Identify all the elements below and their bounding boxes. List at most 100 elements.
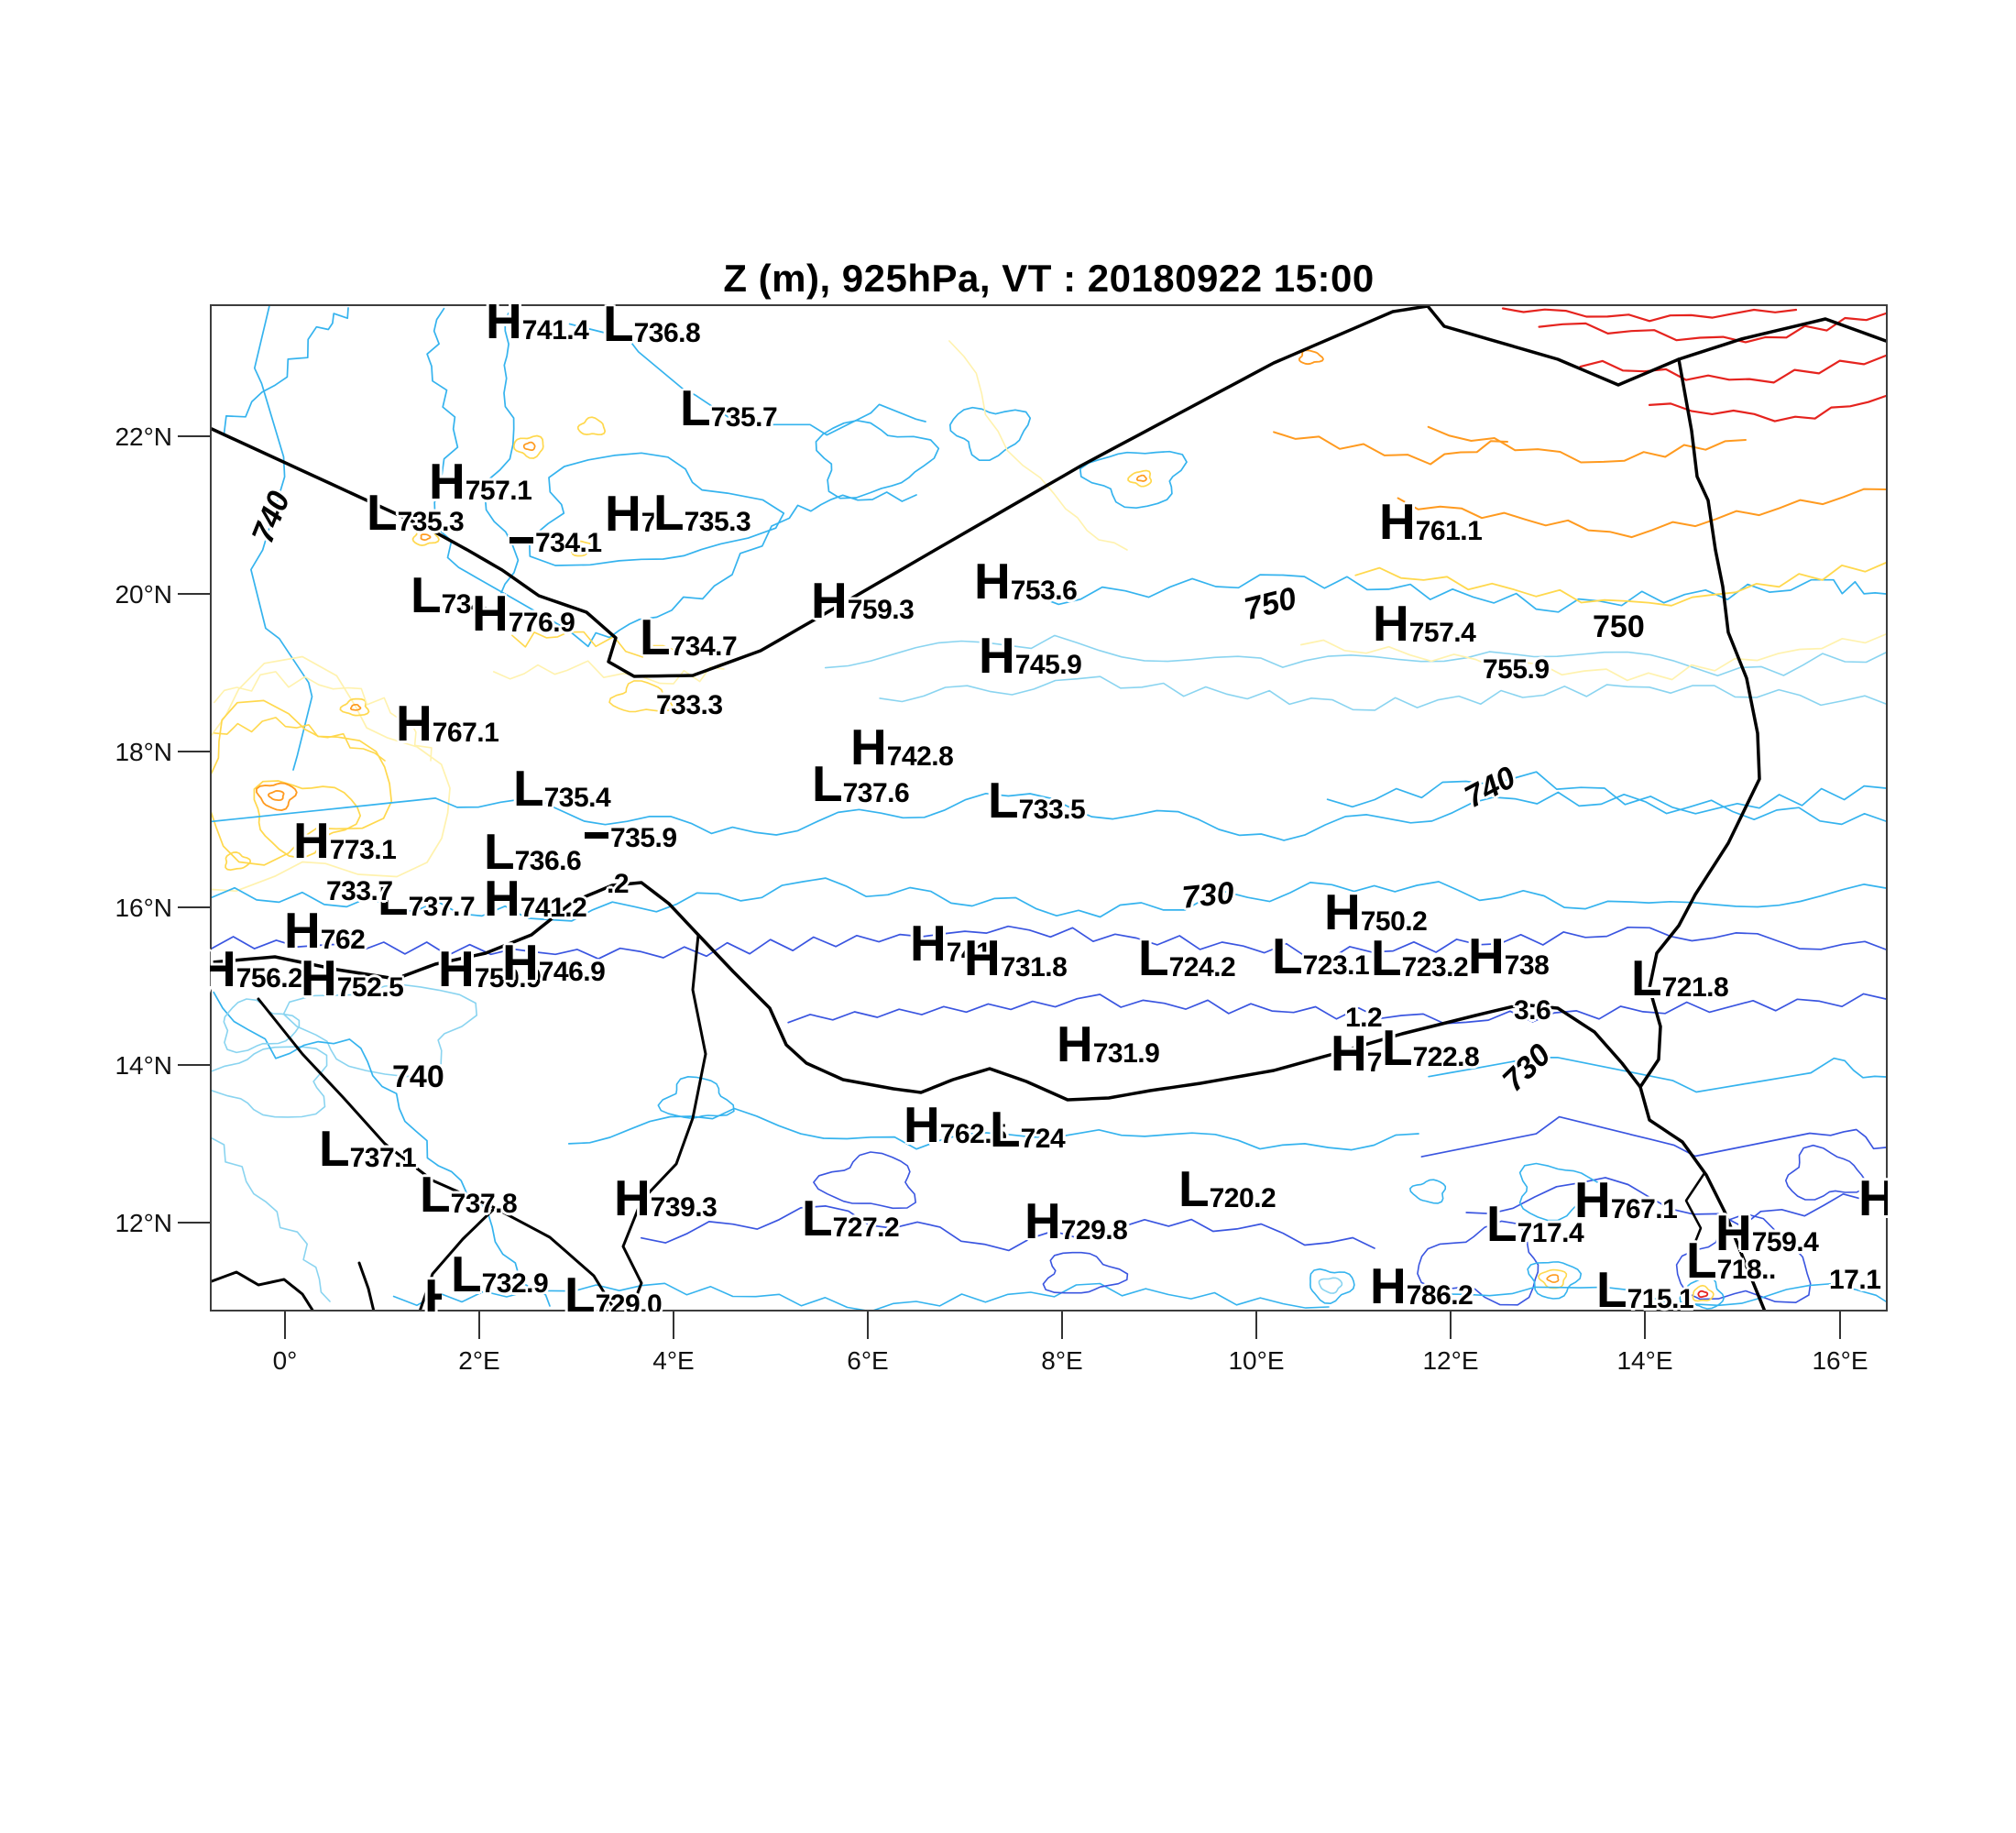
contour-line [567,540,594,557]
marker-value: 724 [1020,1124,1066,1154]
high-pressure-marker: H 738 [1468,931,1550,982]
contour-line [815,419,940,499]
high-pressure-marker: H 731.9 [1057,1019,1160,1070]
contour-line [282,983,477,1078]
country-border-line [210,304,1430,678]
low-pressure-marker: L 736.6 [484,827,582,877]
contour-line [256,782,298,811]
low-pressure-marker: L 736.8 [603,304,701,349]
partial-marker: 735.9 [585,805,677,852]
marker-label-layer: H 741.4 L 736.8 L 735.7 H 757.1 L 735.3 H 7 L 735.3 L 7… [210,304,1888,1312]
high-marker-letter: H [1324,884,1361,940]
marker-value: 722.8 [1412,1042,1480,1072]
low-pressure-marker: L 724 [990,1104,1066,1155]
high-pressure-marker: H 759.3 [811,576,915,626]
marker-value: 737.7 [408,892,476,922]
contour-line [787,993,1887,1025]
high-pressure-marker: H 739.3 [614,1173,718,1224]
marker-value: 735.7 [710,402,778,433]
contour-line [1079,450,1188,510]
lon-tick-label: 8°E [1041,1346,1083,1375]
marker-value: 718.. [1716,1255,1777,1285]
contour-line [253,780,362,860]
country-border-line [1684,1171,1706,1257]
low-pressure-marker: L 734.7 [640,612,738,663]
contour-value-label: 740 [392,1059,444,1094]
low-marker-letter: L [640,609,671,665]
obscured-marker-bar [585,832,608,839]
low-pressure-marker: L 735.3 [653,488,751,538]
contour-line [1697,1290,1709,1299]
marker-value: 738 [1504,950,1550,981]
low-pressure-marker: L 737.7 [378,873,476,923]
high-pressure-marker: H 729.8 [1024,1196,1128,1246]
partial-marker: 3.6 [1514,977,1551,1025]
low-pressure-marker: L 727.2 [802,1193,900,1244]
contour-line [213,991,551,1307]
high-marker-letter: H [964,929,1001,986]
contour-line [1409,1179,1447,1204]
low-pressure-marker: L 724.2 [1138,933,1236,983]
contour-line [528,452,785,566]
high-marker-letter: H [1715,1204,1752,1261]
low-marker-letter: L [564,1267,596,1312]
low-marker-letter: L [653,484,685,541]
marker-value: 757.1 [465,476,532,506]
high-marker-letter: H [424,1268,461,1312]
country-border-line [1426,304,1888,387]
contour-line [210,1136,331,1302]
marker-value: 745.9 [1014,650,1082,680]
marker-value: 720.2 [1209,1183,1276,1213]
high-pressure-marker: H 776.9 [472,588,575,639]
lat-tick-label: 22°N [115,423,172,451]
marker-value: 729.0 [595,1290,663,1312]
low-marker-letter: L [420,1166,451,1223]
high-pressure-marker: H 731.8 [964,933,1068,983]
marker-value: 723.1 [1302,950,1370,981]
contour-line [824,634,1887,677]
partial-marker: 733.3 [656,672,723,719]
high-marker-letter: H [1373,595,1409,652]
low-marker-letter: L [603,304,634,352]
contour-line [1127,469,1153,488]
contour-line [1546,1274,1560,1283]
contour-line [1527,1261,1583,1300]
contour-line [420,533,432,541]
low-pressure-marker: L 737.6 [812,759,910,809]
high-marker-letter: H [293,812,330,869]
low-marker-letter: L [1178,1160,1210,1217]
high-marker-letter: H [1057,1015,1093,1072]
low-marker-letter: L [411,566,442,623]
marker-value: 715.1 [1627,1284,1694,1312]
marker-value: 759.3 [847,595,915,625]
marker-value: 786.2 [1406,1280,1474,1311]
country-border-line [210,1270,315,1312]
low-marker-letter: L [990,1101,1021,1158]
high-pressure-marker: H 767.1 [1574,1175,1678,1225]
marker-value: 767.1 [432,718,499,748]
contour-line [568,323,926,436]
low-pressure-marker: L 734 [411,570,487,620]
marker-value: 750.9 [474,963,542,993]
high-pressure-marker: H 761.1 [1379,497,1483,547]
high-marker-letter: H [1370,1257,1407,1312]
lon-tick-label: 12°E [1422,1346,1479,1375]
contour-line [210,655,451,893]
low-marker-letter: L [988,772,1019,829]
country-border-line [621,933,707,1312]
contour-line [1042,1251,1129,1294]
contour-value-label: 730 [1496,1037,1558,1099]
lon-tick-label: 6°E [847,1346,889,1375]
high-marker-letter: H [979,627,1015,684]
low-pressure-marker: L 721.8 [1631,953,1729,1004]
marker-value: 736.8 [633,318,701,348]
high-marker-letter: H [1574,1171,1611,1228]
high-pressure-marker: H 759.4 [1715,1208,1819,1258]
low-pressure-marker: L 723.2 [1371,933,1469,983]
contour-line [210,1046,328,1118]
contour-line [522,441,536,451]
high-pressure-marker: H 757.4 [1373,598,1476,649]
contour-line [349,703,362,711]
high-marker-letter: H [396,695,433,752]
